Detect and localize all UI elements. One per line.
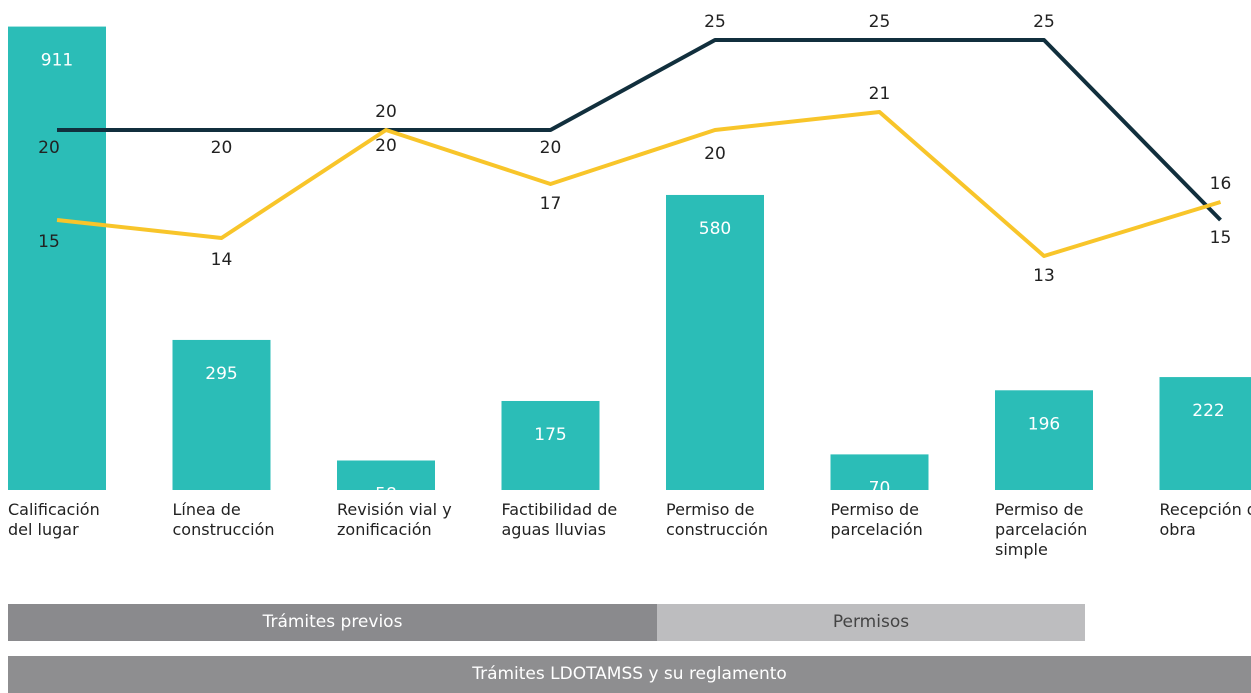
line-label: 13 xyxy=(1033,266,1055,286)
group-band: Permisos xyxy=(657,604,1085,641)
line-label: 16 xyxy=(1210,174,1232,194)
bar-label: 911 xyxy=(41,51,73,71)
line xyxy=(57,38,1222,222)
bar xyxy=(172,339,271,490)
bar xyxy=(830,454,929,490)
bar-label: 175 xyxy=(534,425,566,445)
bar xyxy=(995,390,1093,490)
line xyxy=(56,110,1222,258)
line-label: 25 xyxy=(869,12,891,32)
x-tick-label: Recepción de obra xyxy=(1159,500,1251,539)
line-label: 15 xyxy=(38,232,60,252)
line-label: 25 xyxy=(1033,12,1055,32)
bar-label: 58 xyxy=(375,484,397,504)
line-label: 25 xyxy=(704,12,726,32)
bar xyxy=(666,194,764,490)
x-tick-label: Línea de construcción xyxy=(172,500,275,539)
bar-label: 70 xyxy=(869,478,891,498)
bar xyxy=(8,26,106,491)
bar-label: 580 xyxy=(699,219,731,239)
line-label: 20 xyxy=(375,102,397,122)
line-label: 17 xyxy=(540,194,562,214)
footer-band: Trámites LDOTAMSS y su reglamento xyxy=(8,656,1251,693)
x-tick-label: Permiso de parcelación xyxy=(830,500,923,539)
x-tick-label: Calificación del lugar xyxy=(8,500,100,539)
line-label: 20 xyxy=(704,144,726,164)
line-label: 20 xyxy=(211,138,233,158)
bar xyxy=(1159,377,1251,490)
bar-label: 222 xyxy=(1192,401,1224,421)
x-tick-label: Permiso de parcelación simple xyxy=(995,500,1088,559)
line-label: 14 xyxy=(211,250,233,270)
line-label: 20 xyxy=(375,136,397,156)
x-tick-label: Revisión vial y zonificación xyxy=(337,500,452,539)
x-tick-label: Permiso de construcción xyxy=(666,500,769,539)
bar-label: 196 xyxy=(1028,414,1060,434)
line-label: 20 xyxy=(38,138,60,158)
bar xyxy=(501,400,600,490)
x-tick-label: Factibilidad de aguas lluvias xyxy=(501,500,618,539)
group-band: Trámites previos xyxy=(8,604,657,641)
line-label: 20 xyxy=(540,138,562,158)
bar xyxy=(337,460,435,490)
bar-label: 295 xyxy=(205,364,237,384)
line-label: 21 xyxy=(869,84,891,104)
plot: 911 295 58 175 580 70 196 222 20 20 20 20 25 25 25 15 15… xyxy=(8,12,1251,504)
line-label: 15 xyxy=(1210,228,1232,248)
